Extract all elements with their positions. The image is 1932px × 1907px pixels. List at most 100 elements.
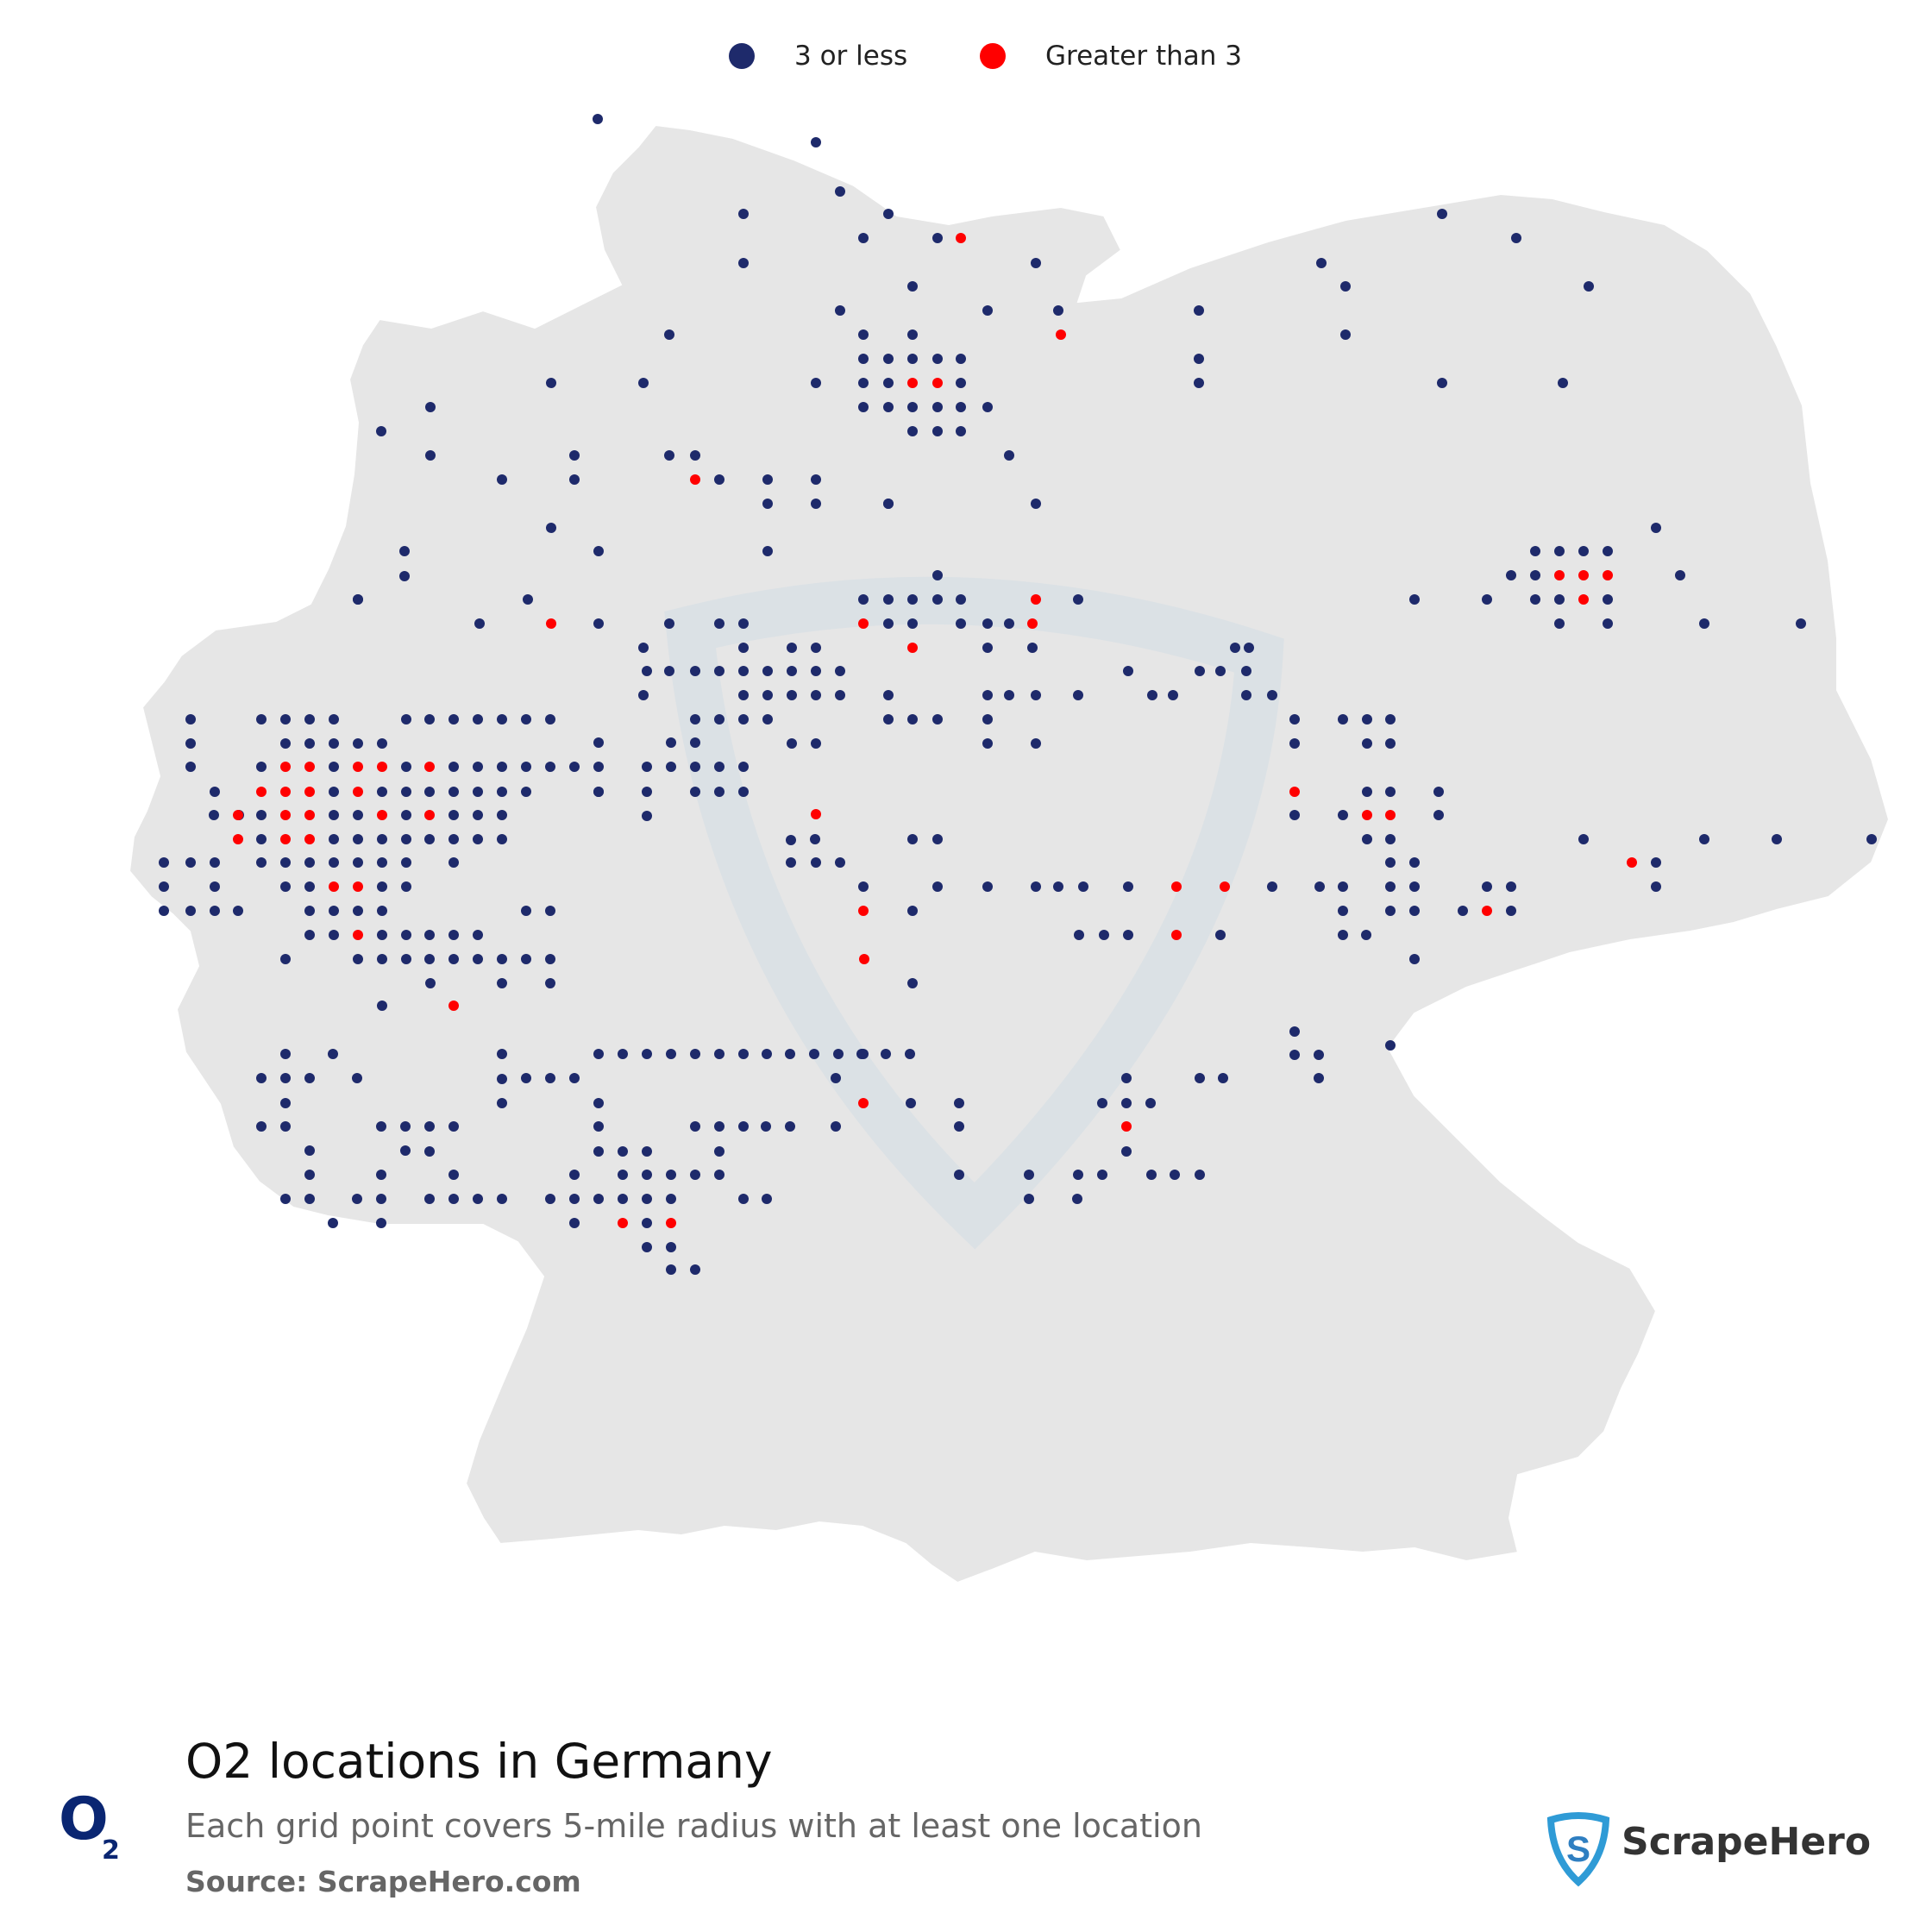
grid-point-low [377, 857, 387, 868]
grid-point-low [521, 1073, 531, 1083]
grid-point-high [329, 881, 339, 892]
grid-point-low [982, 738, 993, 749]
grid-point-low [304, 881, 315, 892]
grid-point-low [424, 954, 435, 964]
grid-point-low [1578, 546, 1589, 556]
grid-point-low [185, 714, 196, 725]
grid-point-low [714, 1121, 724, 1132]
grid-point-low [1530, 546, 1540, 556]
grid-point-low [569, 762, 580, 772]
grid-point-low [1073, 1170, 1083, 1180]
grid-point-low [210, 787, 220, 797]
grid-point-low [280, 1121, 291, 1132]
grid-point-low [982, 402, 993, 412]
grid-point-low [787, 738, 797, 749]
grid-point-low [353, 810, 363, 820]
grid-point-low [1433, 787, 1444, 797]
grid-point-high [1121, 1121, 1132, 1132]
grid-point-low [907, 906, 918, 916]
grid-point-low [377, 738, 387, 749]
grid-point-low [400, 1121, 411, 1132]
grid-point-low [329, 857, 339, 868]
grid-point-low [593, 762, 604, 772]
grid-point-low [1097, 1170, 1107, 1180]
grid-point-low [762, 714, 773, 725]
grid-point-low [858, 233, 869, 243]
grid-point-low [1506, 570, 1516, 580]
grid-point-low [593, 114, 603, 124]
grid-point-low [738, 1194, 749, 1204]
grid-point-low [1530, 570, 1540, 580]
grid-point-low [787, 666, 797, 676]
grid-point-low [1409, 594, 1420, 605]
grid-point-low [642, 762, 652, 772]
grid-point-low [982, 618, 993, 629]
grid-point-low [521, 714, 531, 725]
grid-point-low [376, 1170, 386, 1180]
grid-point-low [545, 1073, 555, 1083]
grid-point-low [954, 1098, 964, 1108]
grid-point-low [448, 762, 459, 772]
grid-point-low [353, 738, 363, 749]
grid-point-low [159, 857, 169, 868]
grid-point-low [353, 834, 363, 844]
grid-point-low [1603, 618, 1613, 629]
grid-point-low [1558, 378, 1568, 388]
grid-point-low [1409, 906, 1420, 916]
grid-point-low [1554, 546, 1565, 556]
grid-point-low [666, 737, 676, 748]
grid-point-low [1362, 738, 1372, 749]
grid-point-low [1409, 857, 1420, 868]
grid-point-high [233, 810, 243, 820]
grid-point-low [473, 787, 483, 797]
grid-point-low [159, 906, 169, 916]
grid-point-low [1195, 666, 1205, 676]
grid-point-low [546, 523, 556, 533]
grid-point-low [618, 1049, 628, 1059]
grid-point-low [690, 1264, 700, 1275]
grid-point-high [858, 618, 869, 629]
grid-point-low [883, 402, 894, 412]
grid-point-low [1218, 1073, 1228, 1083]
grid-point-low [714, 762, 724, 772]
grid-point-low [1385, 714, 1396, 725]
grid-point-low [1123, 881, 1133, 892]
grid-point-low [1241, 666, 1251, 676]
grid-point-low [642, 1194, 652, 1204]
grid-point-low [762, 474, 773, 485]
grid-point-low [787, 643, 797, 653]
grid-point-high [666, 1218, 676, 1228]
grid-point-low [883, 499, 894, 509]
grid-point-low [666, 1049, 676, 1059]
grid-point-low [787, 690, 797, 700]
grid-point-high [1554, 570, 1565, 580]
grid-point-low [811, 666, 821, 676]
grid-point-low [907, 354, 918, 364]
grid-point-low [831, 1073, 841, 1083]
grid-points [159, 114, 1877, 1275]
grid-point-low [328, 1049, 338, 1059]
grid-point-low [256, 857, 267, 868]
grid-point-low [159, 881, 169, 892]
grid-point-low [1362, 787, 1372, 797]
grid-point-low [690, 737, 700, 748]
grid-point-high [1056, 329, 1066, 340]
grid-point-low [811, 499, 821, 509]
grid-point-high [280, 787, 291, 797]
grid-point-low [473, 954, 483, 964]
grid-point-low [280, 714, 291, 725]
grid-point-low [401, 881, 411, 892]
grid-point-low [473, 714, 483, 725]
grid-point-low [353, 906, 363, 916]
grid-point-high [1578, 570, 1589, 580]
grid-point-low [785, 1049, 795, 1059]
grid-point-low [425, 978, 436, 988]
grid-point-low [714, 1170, 724, 1180]
grid-point-low [761, 1121, 771, 1132]
grid-point-low [1385, 881, 1396, 892]
grid-point-low [1340, 329, 1351, 340]
grid-point-low [906, 1098, 916, 1108]
grid-point-low [883, 690, 894, 700]
grid-point-low [448, 810, 459, 820]
grid-point-low [329, 714, 339, 725]
